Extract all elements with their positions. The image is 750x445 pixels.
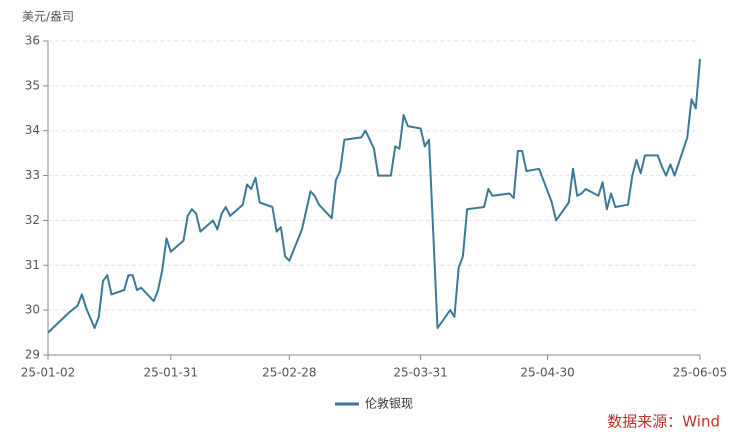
y-tick-label: 34	[25, 123, 40, 137]
x-tick-label: 25-06-05	[673, 366, 727, 380]
y-tick-label: 33	[25, 168, 40, 182]
x-tick-label: 25-02-28	[262, 366, 316, 380]
source-note: 数据来源：Wind	[607, 413, 720, 431]
y-tick-label: 36	[25, 34, 40, 48]
y-tick-label: 31	[25, 258, 40, 272]
series-line	[47, 58, 701, 334]
x-tick-label: 25-01-31	[144, 366, 198, 380]
x-tick-label: 25-03-31	[393, 366, 447, 380]
y-axis-label: 美元/盎司	[22, 10, 74, 24]
x-tick-label: 25-01-02	[21, 366, 75, 380]
x-tick-label: 25-04-30	[520, 366, 574, 380]
y-tick-label: 30	[25, 303, 40, 317]
y-tick-label: 32	[25, 213, 40, 227]
legend-label: 伦敦银现	[365, 396, 413, 411]
y-tick-label: 35	[25, 78, 40, 92]
y-tick-label: 29	[25, 348, 40, 362]
